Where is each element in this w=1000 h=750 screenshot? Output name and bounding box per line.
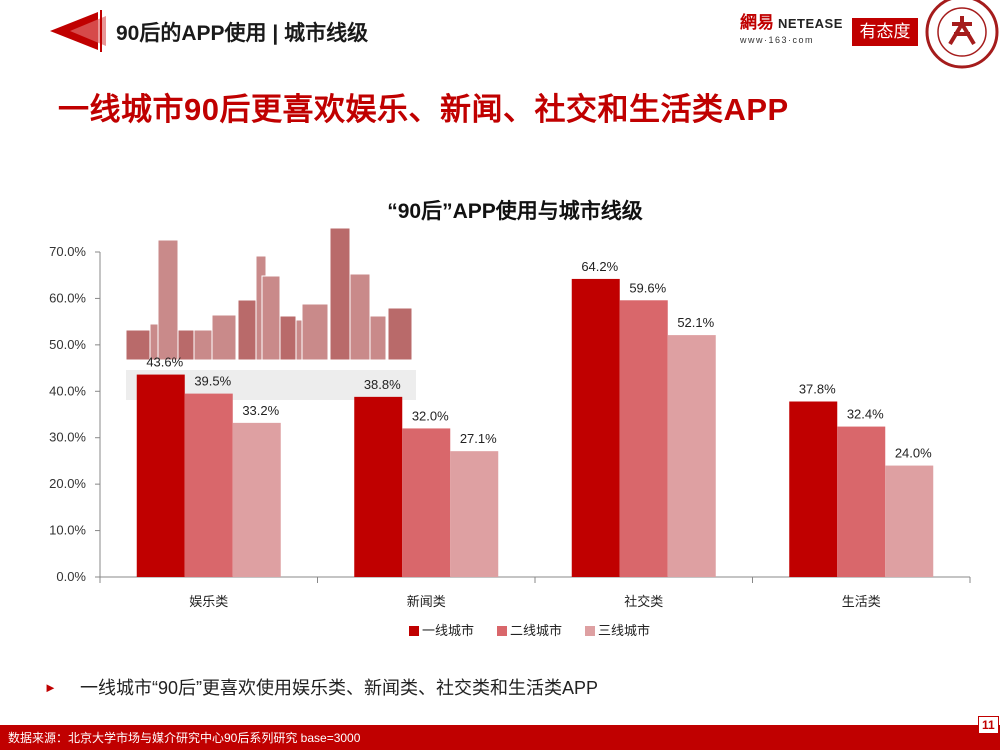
skyline-building [261, 275, 281, 361]
section-title: 90后的APP使用 | 城市线级 [116, 22, 369, 45]
bar-value-label: 27.1% [460, 431, 497, 446]
legend-swatch [585, 626, 595, 636]
bar [885, 465, 934, 577]
bar [136, 374, 185, 577]
bar-value-label: 59.6% [629, 280, 666, 295]
skyline-building [349, 273, 371, 361]
key-finding: ► 一线城市“90后”更喜欢使用娱乐类、新闻类、社交类和生活类APP [44, 674, 598, 700]
legend-label: 三线城市 [598, 623, 650, 638]
y-tick-label: 20.0% [49, 476, 86, 491]
bar [789, 401, 838, 577]
bar-value-label: 43.6% [146, 355, 183, 370]
skyline-building [369, 315, 387, 361]
chart-labels: “90后”APP使用与城市线级 43.6% 39.5% 33.2% 娱乐类 38.8% 32… [146, 199, 932, 609]
chart-legend: 一线城市 二线城市 三线城市 [409, 623, 650, 638]
y-tick-label: 40.0% [49, 383, 86, 398]
y-tick-label: 10.0% [49, 523, 86, 538]
page-headline: 一线城市90后更喜欢娱乐、新闻、社交和生活类APP [58, 92, 789, 127]
legend-swatch [409, 626, 419, 636]
y-tick-label: 70.0% [49, 244, 86, 259]
bar [450, 451, 499, 577]
skyline-building [301, 303, 329, 361]
bar [619, 300, 668, 577]
bar-value-label: 24.0% [895, 446, 932, 461]
pku-seal-icon [925, 0, 999, 69]
legend-swatch [497, 626, 507, 636]
legend-label: 一线城市 [422, 623, 474, 638]
red-arrow-icon [50, 12, 106, 50]
netease-logo: 網易 NETEASE www·163·com [740, 8, 844, 45]
bar-value-label: 38.8% [364, 377, 401, 392]
data-source: 数据来源：北京大学市场与媒介研究中心90后系列研究 base=3000 [8, 731, 361, 745]
y-tick-label: 0.0% [56, 569, 86, 584]
skyline-building [329, 227, 351, 361]
netease-en-text: NETEASE [778, 16, 843, 31]
y-tick-label: 60.0% [49, 290, 86, 305]
bar [184, 393, 233, 577]
header-band: 90后的APP使用 | 城市线级 網易 NETEASE www·163·com … [0, 0, 1000, 69]
bullet-triangle-icon: ► [44, 679, 57, 695]
netease-url-text: www·163·com [740, 35, 815, 45]
bar [402, 428, 451, 577]
bar [571, 278, 620, 577]
netease-cn-text: 網易 [740, 13, 774, 33]
page-number: 11 [978, 716, 999, 734]
category-label: 新闻类 [407, 594, 446, 609]
bar-value-label: 64.2% [581, 259, 618, 274]
skyline-building [387, 307, 413, 361]
youtaidu-logo: 有态度 [852, 18, 918, 46]
bar-value-label: 32.4% [847, 407, 884, 422]
bar-value-label: 52.1% [677, 315, 714, 330]
skyline-building [279, 315, 297, 361]
skyline-building [193, 329, 213, 361]
bar [837, 426, 886, 577]
footer-bar: 数据来源：北京大学市场与媒介研究中心90后系列研究 base=3000 [0, 725, 1000, 750]
bar [354, 396, 403, 577]
chart-title: “90后”APP使用与城市线级 [387, 199, 643, 223]
category-label: 娱乐类 [189, 594, 228, 609]
bar-value-label: 32.0% [412, 408, 449, 423]
skyline-building [157, 239, 179, 361]
bar-value-label: 33.2% [242, 403, 279, 418]
category-label: 社交类 [624, 594, 663, 609]
bar [667, 335, 716, 577]
skyline-building [125, 329, 151, 361]
skyline-building [211, 314, 237, 361]
chart-bars [136, 278, 934, 577]
legend-label: 二线城市 [510, 623, 562, 638]
header-divider [100, 10, 102, 52]
y-tick-label: 30.0% [49, 430, 86, 445]
bar [232, 422, 281, 577]
city-skyline-decoration [125, 227, 416, 400]
category-label: 生活类 [842, 594, 881, 609]
bar-chart: 0.0%10.0%20.0%30.0%40.0%50.0%60.0%70.0% … [49, 199, 971, 638]
key-finding-text: 一线城市“90后”更喜欢使用娱乐类、新闻类、社交类和生活类APP [80, 678, 599, 698]
y-tick-label: 50.0% [49, 337, 86, 352]
bar-value-label: 39.5% [194, 374, 231, 389]
bar-value-label: 37.8% [799, 382, 836, 397]
